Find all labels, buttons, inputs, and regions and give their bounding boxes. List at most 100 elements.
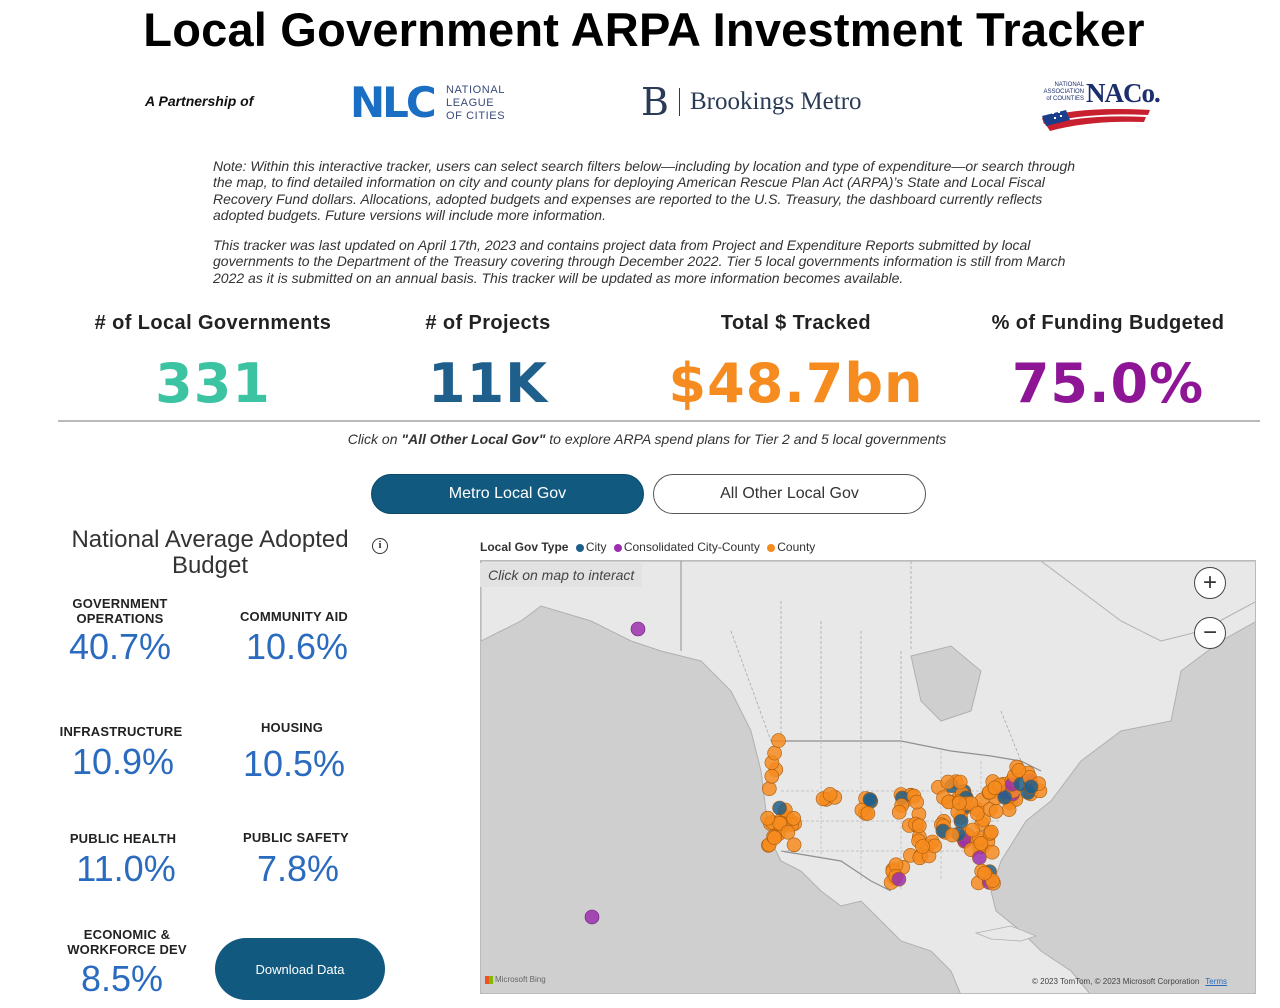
map-point[interactable] [969, 806, 985, 821]
legend-dot-consolidated [613, 543, 622, 552]
map-point[interactable] [977, 865, 992, 881]
category-economic-workforce-label: ECONOMIC & WORKFORCE DEV [67, 927, 187, 957]
map-point[interactable] [760, 810, 776, 826]
naco-logo: NATIONAL ASSOCIATION of COUNTIES NACo. [1036, 78, 1161, 136]
category-public-safety-value: 7.8% [256, 848, 340, 889]
legend-item-city[interactable]: City [575, 540, 607, 554]
map-canvas[interactable] [480, 560, 1256, 994]
map-point[interactable] [953, 813, 969, 829]
legend-item-consolidated[interactable]: Consolidated City-County [613, 540, 760, 554]
map-credit: © 2023 TomTom, © 2023 Microsoft Corporat… [1032, 977, 1227, 986]
all-other-local-gov-button[interactable]: All Other Local Gov [653, 474, 926, 514]
map-hint: Click on map to interact [480, 563, 643, 587]
map-point[interactable] [764, 769, 780, 784]
map-point[interactable] [973, 836, 989, 851]
map-point[interactable] [786, 837, 802, 853]
brookings-logo: B Brookings Metro [641, 80, 881, 124]
map-point[interactable] [584, 909, 600, 925]
download-data-button[interactable]: Download Data [215, 938, 385, 1000]
province-lines [730, 561, 1022, 762]
kpi-projects-value: 11K [428, 352, 548, 415]
kpi-projects-label: # of Projects [425, 312, 551, 334]
legend-label-city: City [585, 540, 607, 554]
partnership-label: A Partnership of [145, 93, 254, 109]
naco-flag-icon [1042, 109, 1150, 131]
map-point[interactable] [952, 795, 967, 811]
us-mexico-border [780, 850, 892, 892]
map-point[interactable] [891, 871, 907, 887]
naco-logo-mark: NACo. [1086, 78, 1161, 108]
map-point[interactable] [944, 827, 960, 843]
click-hint-suffix: to explore ARPA spend plans for Tier 2 a… [545, 431, 947, 447]
kpi-local-governments-value: 331 [155, 352, 271, 415]
kpi-total-tracked-label: Total $ Tracked [720, 312, 872, 334]
map-point[interactable] [972, 850, 987, 866]
update-paragraph: This tracker was last updated on April 1… [213, 237, 1066, 286]
kpi-funding-budgeted-value: 75.0% [1011, 352, 1205, 415]
map-point[interactable] [771, 733, 786, 748]
category-community-aid-label: COMMUNITY AID [239, 609, 349, 624]
map-point[interactable] [1011, 763, 1027, 778]
nlc-logo-text: NATIONAL LEAGUE OF CITIES [446, 84, 506, 122]
map-point[interactable] [761, 781, 777, 796]
map-point[interactable] [952, 774, 968, 790]
map-point[interactable] [915, 839, 930, 854]
brookings-logo-divider [679, 88, 680, 116]
map-point[interactable] [911, 818, 927, 834]
map-point[interactable] [767, 745, 782, 761]
legend-item-county[interactable]: County [767, 540, 815, 554]
map-terms-link[interactable]: Terms [1205, 977, 1228, 986]
map-legend-title: Local Gov Type [480, 540, 569, 554]
map-point[interactable] [940, 774, 956, 790]
map-point[interactable] [1001, 802, 1017, 817]
map-legend: Local Gov Type City Consolidated City-Co… [480, 540, 815, 554]
map-point[interactable] [965, 822, 980, 838]
category-economic-workforce-value: 8.5% [80, 958, 164, 999]
budget-title: National Average Adopted Budget [71, 526, 349, 579]
map-point[interactable] [984, 844, 1000, 860]
zoom-out-button[interactable]: − [1194, 617, 1226, 649]
map-point[interactable] [1023, 779, 1039, 795]
click-hint: Click on "All Other Local Gov" to explor… [0, 431, 1280, 447]
map-points[interactable] [584, 621, 1048, 925]
map-point[interactable] [983, 824, 999, 840]
category-housing-value: 10.5% [242, 743, 346, 784]
map-point[interactable] [630, 621, 646, 637]
us-canada-border [771, 740, 1042, 772]
kpi-funding-budgeted-label: % of Funding Budgeted [991, 312, 1225, 334]
legend-dot-city [575, 543, 584, 552]
map-basemap [481, 561, 1255, 993]
hudson-bay [910, 645, 982, 722]
map-point[interactable] [862, 792, 878, 807]
naco-logo-small-text: NATIONAL ASSOCIATION of COUNTIES [1043, 82, 1084, 102]
metro-local-gov-button[interactable]: Metro Local Gov [371, 474, 644, 514]
map-point[interactable] [988, 804, 1004, 819]
map-point[interactable] [927, 838, 943, 854]
map-point[interactable] [786, 810, 802, 826]
map-point[interactable] [767, 830, 782, 846]
brookings-logo-text: Brookings Metro [690, 88, 862, 115]
category-government-operations-value: 40.7% [68, 626, 172, 667]
category-infrastructure-label: INFRASTRUCTURE [59, 724, 183, 739]
category-community-aid-value: 10.6% [245, 626, 349, 667]
land-north-america [481, 561, 1255, 993]
kpi-total-tracked-value: $48.7bn [668, 352, 924, 415]
map-point[interactable] [772, 800, 787, 816]
map-point[interactable] [891, 804, 907, 820]
nlc-logo: NLC NATIONAL LEAGUE OF CITIES [350, 80, 510, 126]
map-point[interactable] [860, 806, 876, 821]
click-hint-prefix: Click on [347, 431, 402, 447]
info-icon[interactable]: i [372, 538, 388, 554]
click-hint-emphasis: "All Other Local Gov" [401, 431, 546, 447]
note-paragraph: Note: Within this interactive tracker, u… [213, 158, 1076, 223]
category-public-safety-label: PUBLIC SAFETY [243, 830, 349, 845]
legend-label-consolidated: Consolidated City-County [623, 540, 760, 554]
map-point[interactable] [822, 787, 838, 802]
map-point[interactable] [987, 780, 1003, 796]
map-point[interactable] [780, 824, 796, 840]
category-government-operations-label: GOVERNMENT OPERATIONS [72, 596, 168, 626]
map-point[interactable] [909, 794, 925, 810]
zoom-in-button[interactable]: + [1194, 567, 1226, 599]
land-cuba [974, 925, 1038, 942]
category-housing-label: HOUSING [260, 720, 324, 735]
